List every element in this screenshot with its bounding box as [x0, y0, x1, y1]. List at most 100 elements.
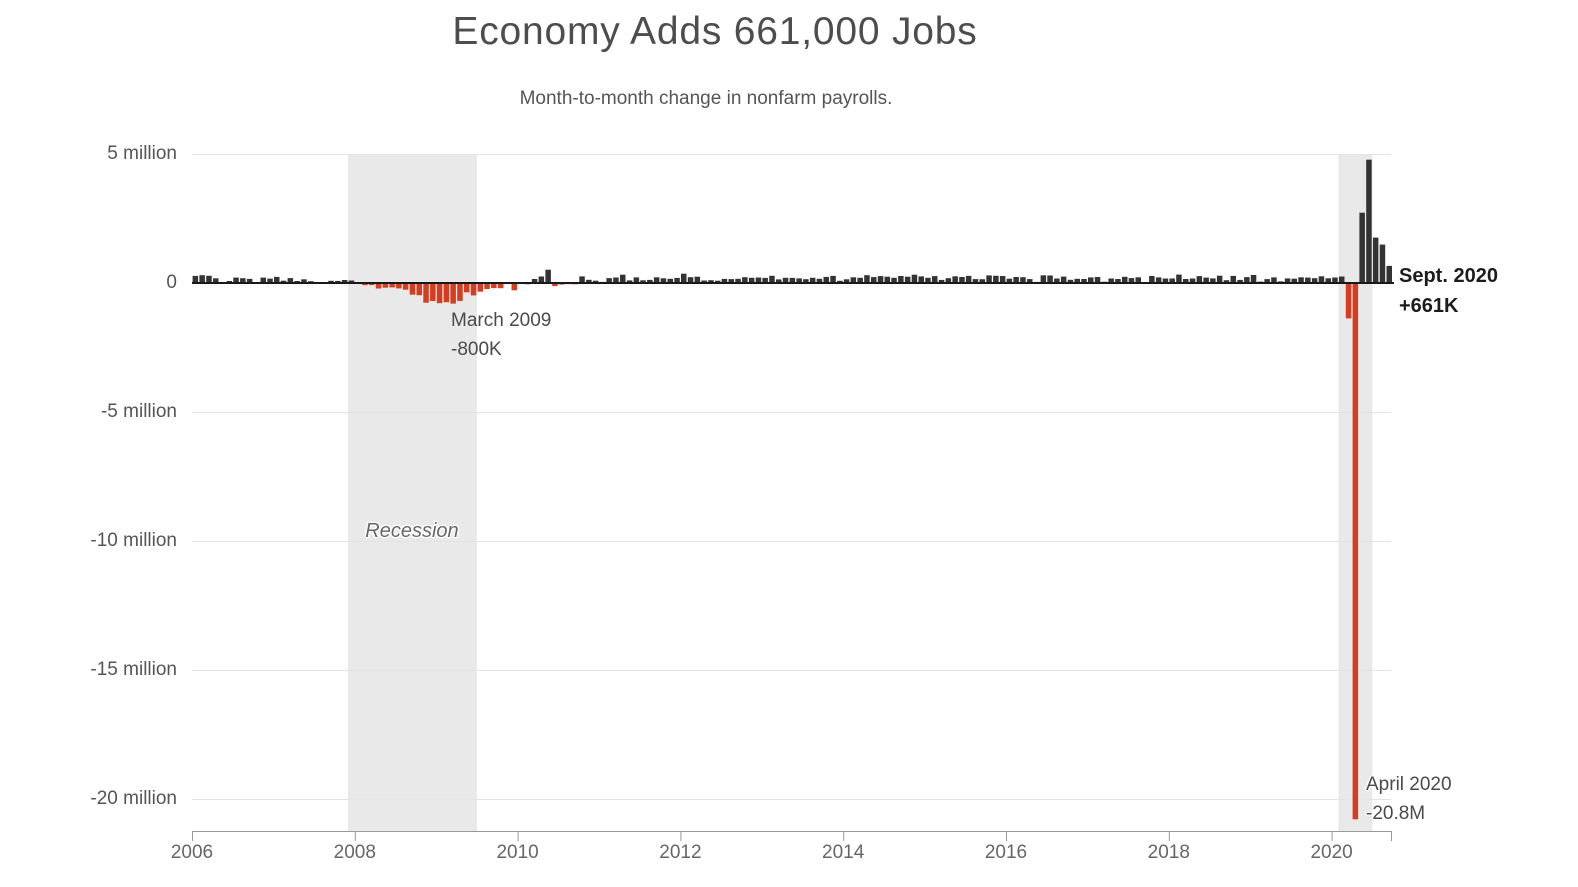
payroll-bar — [545, 269, 551, 283]
payroll-bar — [1176, 274, 1182, 283]
payroll-bar — [871, 277, 877, 283]
payroll-bar — [1250, 275, 1257, 283]
gridline — [192, 154, 1391, 155]
x-axis-tick — [1006, 831, 1007, 841]
payroll-bar — [328, 280, 334, 283]
payroll-bar — [938, 279, 945, 283]
y-tick-label: -20 million — [90, 788, 177, 809]
payroll-bar — [1122, 276, 1128, 283]
payroll-bar — [681, 273, 687, 283]
annotation-april-2020: April 2020 -20.8M — [1366, 770, 1452, 828]
annotation-march-2009: March 2009 -800K — [451, 306, 551, 364]
payroll-bar — [606, 278, 612, 283]
payroll-bar — [1345, 283, 1352, 319]
payroll-bar — [1067, 279, 1074, 283]
payroll-bar — [667, 278, 673, 283]
payroll-bar — [1060, 276, 1067, 283]
annotation-line: -20.8M — [1366, 803, 1426, 824]
payroll-bar — [850, 277, 857, 283]
payroll-bar — [1054, 278, 1060, 283]
payroll-bar — [864, 275, 870, 283]
payroll-bar — [1074, 278, 1080, 283]
payroll-bar — [1196, 276, 1203, 283]
payroll-bar — [1291, 278, 1297, 283]
payroll-bar — [857, 277, 863, 283]
payroll-bar — [694, 276, 701, 283]
payroll-bar — [708, 280, 714, 283]
gridline — [192, 670, 1391, 671]
payroll-bar — [369, 283, 375, 286]
x-axis-end-tick — [1391, 831, 1392, 841]
payroll-bar — [1352, 283, 1359, 820]
annotation-line: Sept. 2020 — [1399, 265, 1498, 287]
payroll-bar — [728, 279, 734, 283]
payroll-bar — [1339, 276, 1345, 283]
x-axis-tick — [1168, 831, 1170, 841]
payroll-bar — [1284, 278, 1291, 283]
payroll-bar — [213, 278, 219, 283]
payroll-bar — [1162, 278, 1169, 283]
payroll-bar — [769, 275, 775, 283]
x-tick-label: 2014 — [822, 842, 865, 863]
payroll-bar — [633, 277, 640, 283]
payroll-bar — [497, 283, 504, 289]
payroll-bar — [1115, 279, 1121, 283]
payroll-bar — [199, 275, 205, 283]
payroll-bar — [742, 277, 748, 283]
annotation-recession-label: Recession — [365, 520, 459, 542]
y-tick-label: 0 — [166, 272, 177, 293]
payroll-bar — [1013, 277, 1019, 283]
payroll-bar — [409, 283, 416, 295]
payroll-bar — [511, 283, 517, 291]
payroll-bar — [586, 279, 592, 283]
chart-subtitle: Month-to-month change in nonfarm payroll… — [519, 88, 893, 109]
payroll-bar — [1149, 276, 1155, 283]
payroll-bar — [653, 277, 660, 283]
x-axis-tick — [680, 831, 682, 841]
payroll-bar — [335, 280, 341, 283]
x-tick-label: 2020 — [1310, 842, 1353, 863]
payroll-bar — [1135, 277, 1141, 283]
payroll-bar — [484, 283, 490, 289]
payroll-bar — [796, 278, 802, 283]
payroll-bar — [884, 276, 890, 283]
payroll-bar — [972, 279, 979, 283]
payroll-bar — [1216, 275, 1223, 283]
payroll-bar — [1203, 277, 1209, 283]
payroll-bar — [1372, 237, 1379, 283]
payroll-bar — [260, 277, 266, 283]
payroll-bar — [647, 279, 653, 283]
annotation-line: March 2009 — [451, 310, 552, 331]
payroll-bar — [240, 278, 246, 283]
payroll-bar — [192, 275, 199, 283]
payroll-bar — [1271, 277, 1277, 283]
payroll-bar — [491, 283, 497, 289]
y-tick-label: -10 million — [90, 530, 177, 551]
recession-band — [348, 154, 477, 831]
x-tick-label: 2012 — [659, 842, 702, 863]
payroll-bar — [891, 277, 897, 283]
payroll-bar — [450, 283, 456, 304]
payroll-bar — [830, 275, 836, 283]
payroll-bar — [904, 276, 911, 283]
payroll-bar — [552, 283, 558, 287]
payroll-bar — [965, 275, 972, 283]
payroll-bar — [1210, 278, 1216, 283]
payroll-bar — [1169, 278, 1175, 283]
payroll-bar — [1264, 279, 1270, 283]
y-tick-label: -5 million — [100, 401, 177, 422]
gridline — [192, 412, 1391, 413]
payroll-bar — [803, 279, 809, 283]
payroll-bar — [687, 277, 694, 283]
payroll-bar — [246, 278, 253, 283]
payroll-bar — [1318, 276, 1325, 283]
payroll-bar — [816, 278, 823, 283]
payroll-bar — [423, 283, 429, 303]
x-tick-label: 2016 — [984, 842, 1028, 863]
payroll-bar — [986, 275, 992, 283]
payroll-bar — [959, 277, 965, 283]
payroll-bar — [809, 277, 816, 283]
payroll-bar — [701, 280, 707, 283]
payroll-bar — [389, 283, 395, 288]
zero-axis-line — [192, 282, 1394, 284]
